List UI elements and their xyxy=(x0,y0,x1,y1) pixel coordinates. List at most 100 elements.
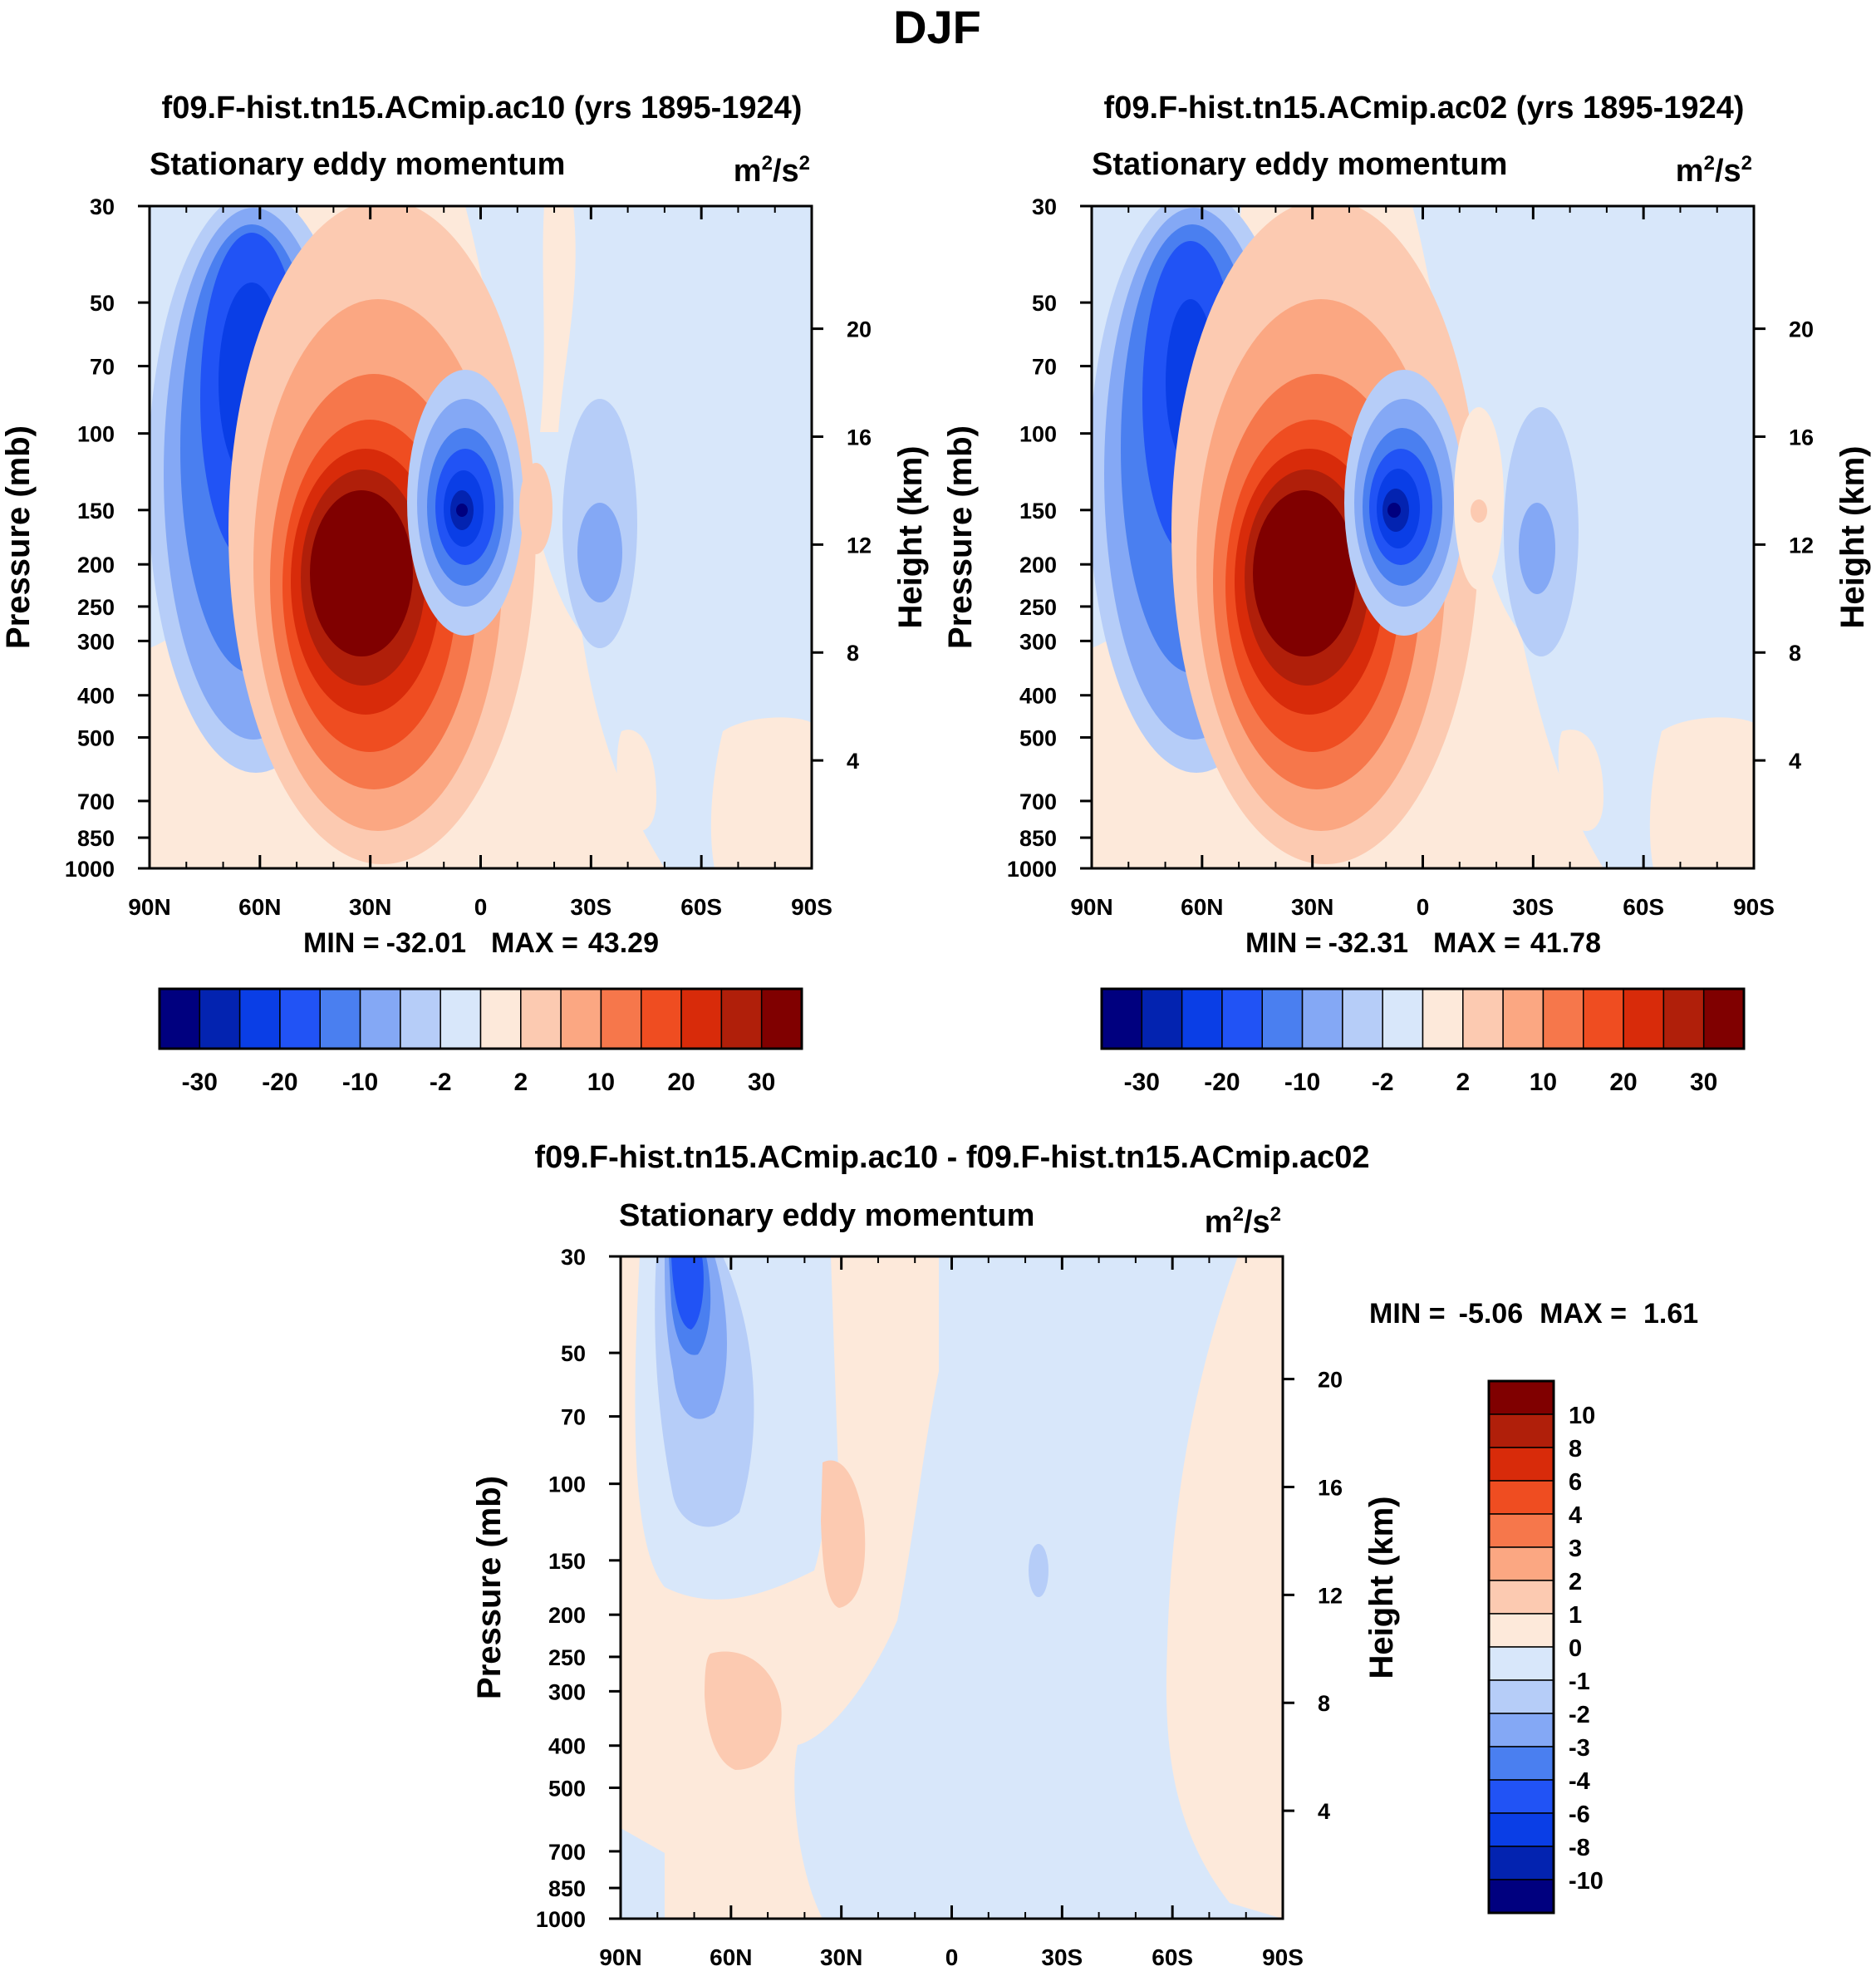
colorbar-swatch xyxy=(1382,988,1424,1049)
x-tick-label: 0 xyxy=(945,1944,959,1970)
colorbar-label: -1 xyxy=(1569,1669,1590,1695)
y-tick-label: 250 xyxy=(1019,595,1057,620)
y2-axis-title: Height (km) xyxy=(892,446,929,629)
y2-tick-label: 12 xyxy=(1789,533,1814,558)
colorbar-label: 3 xyxy=(1569,1536,1582,1562)
x-tick-label: 30S xyxy=(570,894,611,920)
colorbar-swatch xyxy=(1488,1513,1554,1548)
colorbar-label: -8 xyxy=(1569,1835,1590,1861)
colorbar-swatch xyxy=(1488,1746,1554,1781)
x-tick-label: 60N xyxy=(238,894,281,920)
contour-pos-1 xyxy=(705,1651,782,1770)
panel-difference: f09.F-hist.tn15.ACmip.ac10 - f09.F-hist.… xyxy=(471,1140,1698,1970)
contour-pos-1-north xyxy=(821,1460,866,1608)
colorbar-swatch xyxy=(1488,1679,1554,1714)
y-tick-label: 150 xyxy=(1019,499,1057,524)
colorbar-swatch xyxy=(1141,988,1183,1049)
x-tick-label: 90S xyxy=(1262,1944,1304,1970)
y-tick-label: 700 xyxy=(77,789,115,814)
colorbar-label: 4 xyxy=(1569,1502,1582,1529)
y-tick-label: 100 xyxy=(548,1472,586,1497)
colorbar-swatch xyxy=(1502,988,1545,1049)
y-tick-label: 70 xyxy=(561,1405,586,1430)
y-tick-label: 30 xyxy=(90,194,115,219)
y-tick-label: 1000 xyxy=(536,1907,586,1932)
contour-weak-positive-lowlevel xyxy=(616,730,656,831)
panel-title: f09.F-hist.tn15.ACmip.ac02 (yrs 1895-192… xyxy=(1104,91,1745,125)
y-tick-label: 500 xyxy=(548,1776,586,1801)
colorbar-label: 20 xyxy=(667,1069,695,1096)
colorbar-swatch xyxy=(238,988,281,1049)
y-tick-label: 100 xyxy=(1019,422,1057,447)
panel-ac02: f09.F-hist.tn15.ACmip.ac02 (yrs 1895-192… xyxy=(942,91,1871,1096)
panel-title: f09.F-hist.tn15.ACmip.ac10 (yrs 1895-192… xyxy=(162,91,803,125)
units-label: m2/s2 xyxy=(734,152,810,189)
x-tick-label: 60S xyxy=(1623,894,1664,920)
y-tick-label: 30 xyxy=(561,1245,586,1270)
colorbar-swatch xyxy=(1488,1413,1554,1448)
colorbar-label: 20 xyxy=(1609,1069,1637,1096)
contour-pos-30 xyxy=(1253,490,1356,656)
contour-field xyxy=(621,1256,1283,1919)
contour-15s-pos xyxy=(519,463,552,554)
y-tick-label: 100 xyxy=(77,422,115,447)
colorbar-label: -20 xyxy=(262,1069,297,1096)
y-tick-label: 150 xyxy=(548,1549,586,1574)
contour-eq-neg-30 xyxy=(1387,503,1401,518)
colorbar: -30 -20 -10 -2 2 10 20 30 xyxy=(158,987,803,1096)
y-tick-label: 500 xyxy=(1019,725,1057,750)
colorbar-swatch xyxy=(400,988,441,1049)
axes: 90N 60N 30N 0 30S 60S 90S 30 50 70 100 150 200 250 300… xyxy=(942,194,1871,920)
x-tick-label: 30S xyxy=(1041,1944,1083,1970)
x-tick-label: 30S xyxy=(1512,894,1554,920)
colorbar-label: -30 xyxy=(182,1069,218,1096)
colorbar-frame xyxy=(1487,1379,1555,1915)
contour-field xyxy=(1092,206,1754,868)
colorbar-swatch xyxy=(641,988,682,1049)
y-tick-label: 50 xyxy=(1032,291,1057,316)
y2-tick-label: 4 xyxy=(847,749,859,774)
y-tick-label: 70 xyxy=(1032,355,1057,380)
colorbar-label: 2 xyxy=(513,1069,528,1096)
contour-neg-4 xyxy=(671,1256,704,1330)
y-axis-title: Pressure (mb) xyxy=(0,425,37,649)
y-tick-label: 200 xyxy=(548,1603,586,1628)
colorbar-swatch xyxy=(1623,988,1665,1049)
colorbar-label: 10 xyxy=(1530,1069,1557,1096)
contour-30s-neg-5 xyxy=(1519,503,1555,594)
colorbar-label: -6 xyxy=(1569,1802,1590,1828)
units-label: m2/s2 xyxy=(1676,152,1752,189)
colorbar-label: -10 xyxy=(342,1069,378,1096)
y-tick-label: 400 xyxy=(1019,684,1057,709)
contour-neg-0-low xyxy=(621,1828,665,1919)
y2-tick-label: 4 xyxy=(1318,1799,1330,1824)
y-tick-label: 1000 xyxy=(65,857,115,882)
min-max-readout: MIN = -32.31 MAX = 41.78 xyxy=(1245,927,1601,959)
colorbar-swatch xyxy=(359,988,401,1049)
y2-tick-label: 20 xyxy=(847,317,872,342)
y-axis-title: Pressure (mb) xyxy=(942,425,979,649)
x-tick-label: 90N xyxy=(1070,894,1112,920)
colorbar-label: -10 xyxy=(1569,1868,1603,1895)
colorbar-swatch xyxy=(319,988,361,1049)
colorbar-swatch xyxy=(1488,1580,1554,1615)
y2-tick-label: 12 xyxy=(847,533,872,558)
colorbar-frame xyxy=(158,987,803,1050)
colorbar-label: 30 xyxy=(748,1069,775,1096)
y-tick-label: 30 xyxy=(1032,194,1057,219)
colorbar-swatch xyxy=(1583,988,1624,1049)
min-max-readout: MIN = -32.01 MAX = 43.29 xyxy=(303,927,659,959)
y2-tick-label: 12 xyxy=(1318,1583,1343,1608)
colorbar-label: -2 xyxy=(1372,1069,1394,1096)
panel-subtitle: Stationary eddy momentum xyxy=(1092,147,1507,182)
colorbar-swatch xyxy=(440,988,482,1049)
y-axis-title: Pressure (mb) xyxy=(471,1476,508,1699)
colorbar-swatch xyxy=(1462,988,1504,1049)
contour-15s-pos-2 xyxy=(1471,499,1487,523)
y-tick-label: 400 xyxy=(548,1734,586,1759)
x-tick-label: 90N xyxy=(128,894,170,920)
colorbar-swatch xyxy=(1488,1779,1554,1814)
y-tick-label: 700 xyxy=(1019,789,1057,814)
contour-neg-1-30s xyxy=(1029,1544,1048,1597)
